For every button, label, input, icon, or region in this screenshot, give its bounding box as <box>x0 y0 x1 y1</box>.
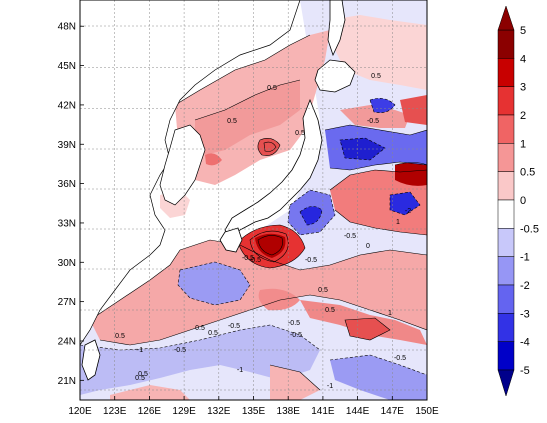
colorbar-label: -4 <box>520 337 530 349</box>
lon-tick-label: 123E <box>103 406 127 417</box>
colorbar-segment <box>497 29 515 59</box>
colorbar-label: 4 <box>520 53 526 65</box>
contour-label: 0.5 <box>138 371 148 378</box>
colorbar-segment <box>497 256 515 286</box>
contour-label: 1 <box>396 219 400 226</box>
contour-lines <box>89 34 427 391</box>
colorbar-label: -0.5 <box>520 223 539 235</box>
contour-label: 0.5 <box>208 330 218 337</box>
colorbar-label: 0 <box>520 195 526 207</box>
latitude-axis: 48N 45N 42N 39N 36N 33N 30N 27N 24N 21N <box>58 22 84 387</box>
lon-tick-label: 141E <box>311 406 335 417</box>
contour-label: -0.5 <box>288 320 300 327</box>
colorbar-segment <box>497 228 515 257</box>
colorbar-segment <box>497 171 515 201</box>
lat-tick-label: 21N <box>58 376 76 387</box>
colorbar-min-arrow <box>497 369 515 397</box>
contour-label: 0.5 <box>267 85 277 92</box>
colorbar-segment <box>497 199 515 229</box>
contour-label: 0.5 <box>227 118 237 125</box>
colorbar-label: 3 <box>520 82 526 94</box>
colorbar-segment <box>497 313 515 342</box>
contour-label: 0.5 <box>115 333 125 340</box>
graticule <box>80 0 427 400</box>
colorbar-segment <box>497 58 515 87</box>
colorbar-label: 1 <box>520 138 526 150</box>
contour-label: 0.5 <box>318 287 328 294</box>
contour-label: 0.5 <box>295 130 305 137</box>
lon-tick-label: 126E <box>138 406 162 417</box>
negative-contour-lines <box>80 98 427 376</box>
contour-label: -0.5 <box>228 323 240 330</box>
contour-label: -1 <box>237 367 243 374</box>
contour-label: 0.5 <box>371 73 381 80</box>
lon-tick-label: 138E <box>277 406 301 417</box>
lon-tick-label: 132E <box>207 406 231 417</box>
contour-label: -0.5 <box>174 347 186 354</box>
lon-tick-label: 147E <box>381 406 405 417</box>
colorbar-segment <box>497 341 515 371</box>
lat-tick-label: 45N <box>58 61 76 72</box>
landmass <box>80 0 356 381</box>
colorbar-segment <box>497 114 515 144</box>
colorbar-label: 2 <box>520 110 526 122</box>
contour-label: -0.5 <box>367 118 379 125</box>
colorbar-label: -1 <box>520 252 530 264</box>
contour-label: 0.5 <box>195 325 205 332</box>
colorbar-segment <box>497 86 515 116</box>
contour-label: 0.5 <box>325 307 335 314</box>
colorbar-max-arrow <box>497 5 515 31</box>
lat-tick-label: 33N <box>58 218 76 229</box>
colorbar-segment <box>497 284 515 314</box>
contour-label: 0 <box>366 243 370 250</box>
colorbar: 5 4 3 2 1 0.5 0 -0.5 -1 -2 -3 -4 -5 <box>497 5 539 397</box>
colorbar-segment <box>497 143 515 172</box>
lat-tick-label: 39N <box>58 140 76 151</box>
lon-tick-label: 150E <box>415 406 439 417</box>
lat-tick-label: 48N <box>58 22 76 33</box>
contour-label: -0.5 <box>344 233 356 240</box>
colorbar-label: 5 <box>520 25 526 37</box>
lon-tick-label: 120E <box>68 406 92 417</box>
contour-label: -0.5 <box>394 355 406 362</box>
colorbar-label: -2 <box>520 280 530 292</box>
lon-tick-label: 144E <box>346 406 370 417</box>
colorbar-label: -5 <box>520 365 530 377</box>
lat-tick-label: 27N <box>58 297 76 308</box>
colorbar-label: 0.5 <box>520 167 535 179</box>
contour-label-group: 0.50.50.50.5-0.5-0.50.5 -0.50.5-0.5-0.50.… <box>115 73 411 390</box>
lat-tick-label: 24N <box>58 336 76 347</box>
lon-tick-label: 135E <box>242 406 266 417</box>
lat-tick-label: 36N <box>58 179 76 190</box>
contour-label: -0.5 <box>249 257 261 264</box>
contour-label: -1 <box>137 347 143 354</box>
lat-tick-label: 30N <box>58 258 76 269</box>
longitude-axis: 120E 123E 126E 129E 132E 135E 138E 141E 144E 147E… <box>68 396 439 417</box>
contour-label: -0.5 <box>242 255 254 262</box>
lon-tick-label: 129E <box>172 406 196 417</box>
contour-label: -1 <box>327 383 333 390</box>
colorbar-label: -3 <box>520 308 530 320</box>
lat-tick-label: 42N <box>58 100 76 111</box>
contour-label: -0.5 <box>305 257 317 264</box>
contour-label: 1 <box>388 310 392 317</box>
contour-label: -2 <box>405 208 411 215</box>
contour-label: 0.5 <box>135 375 145 382</box>
contour-label: -0.5 <box>290 332 302 339</box>
